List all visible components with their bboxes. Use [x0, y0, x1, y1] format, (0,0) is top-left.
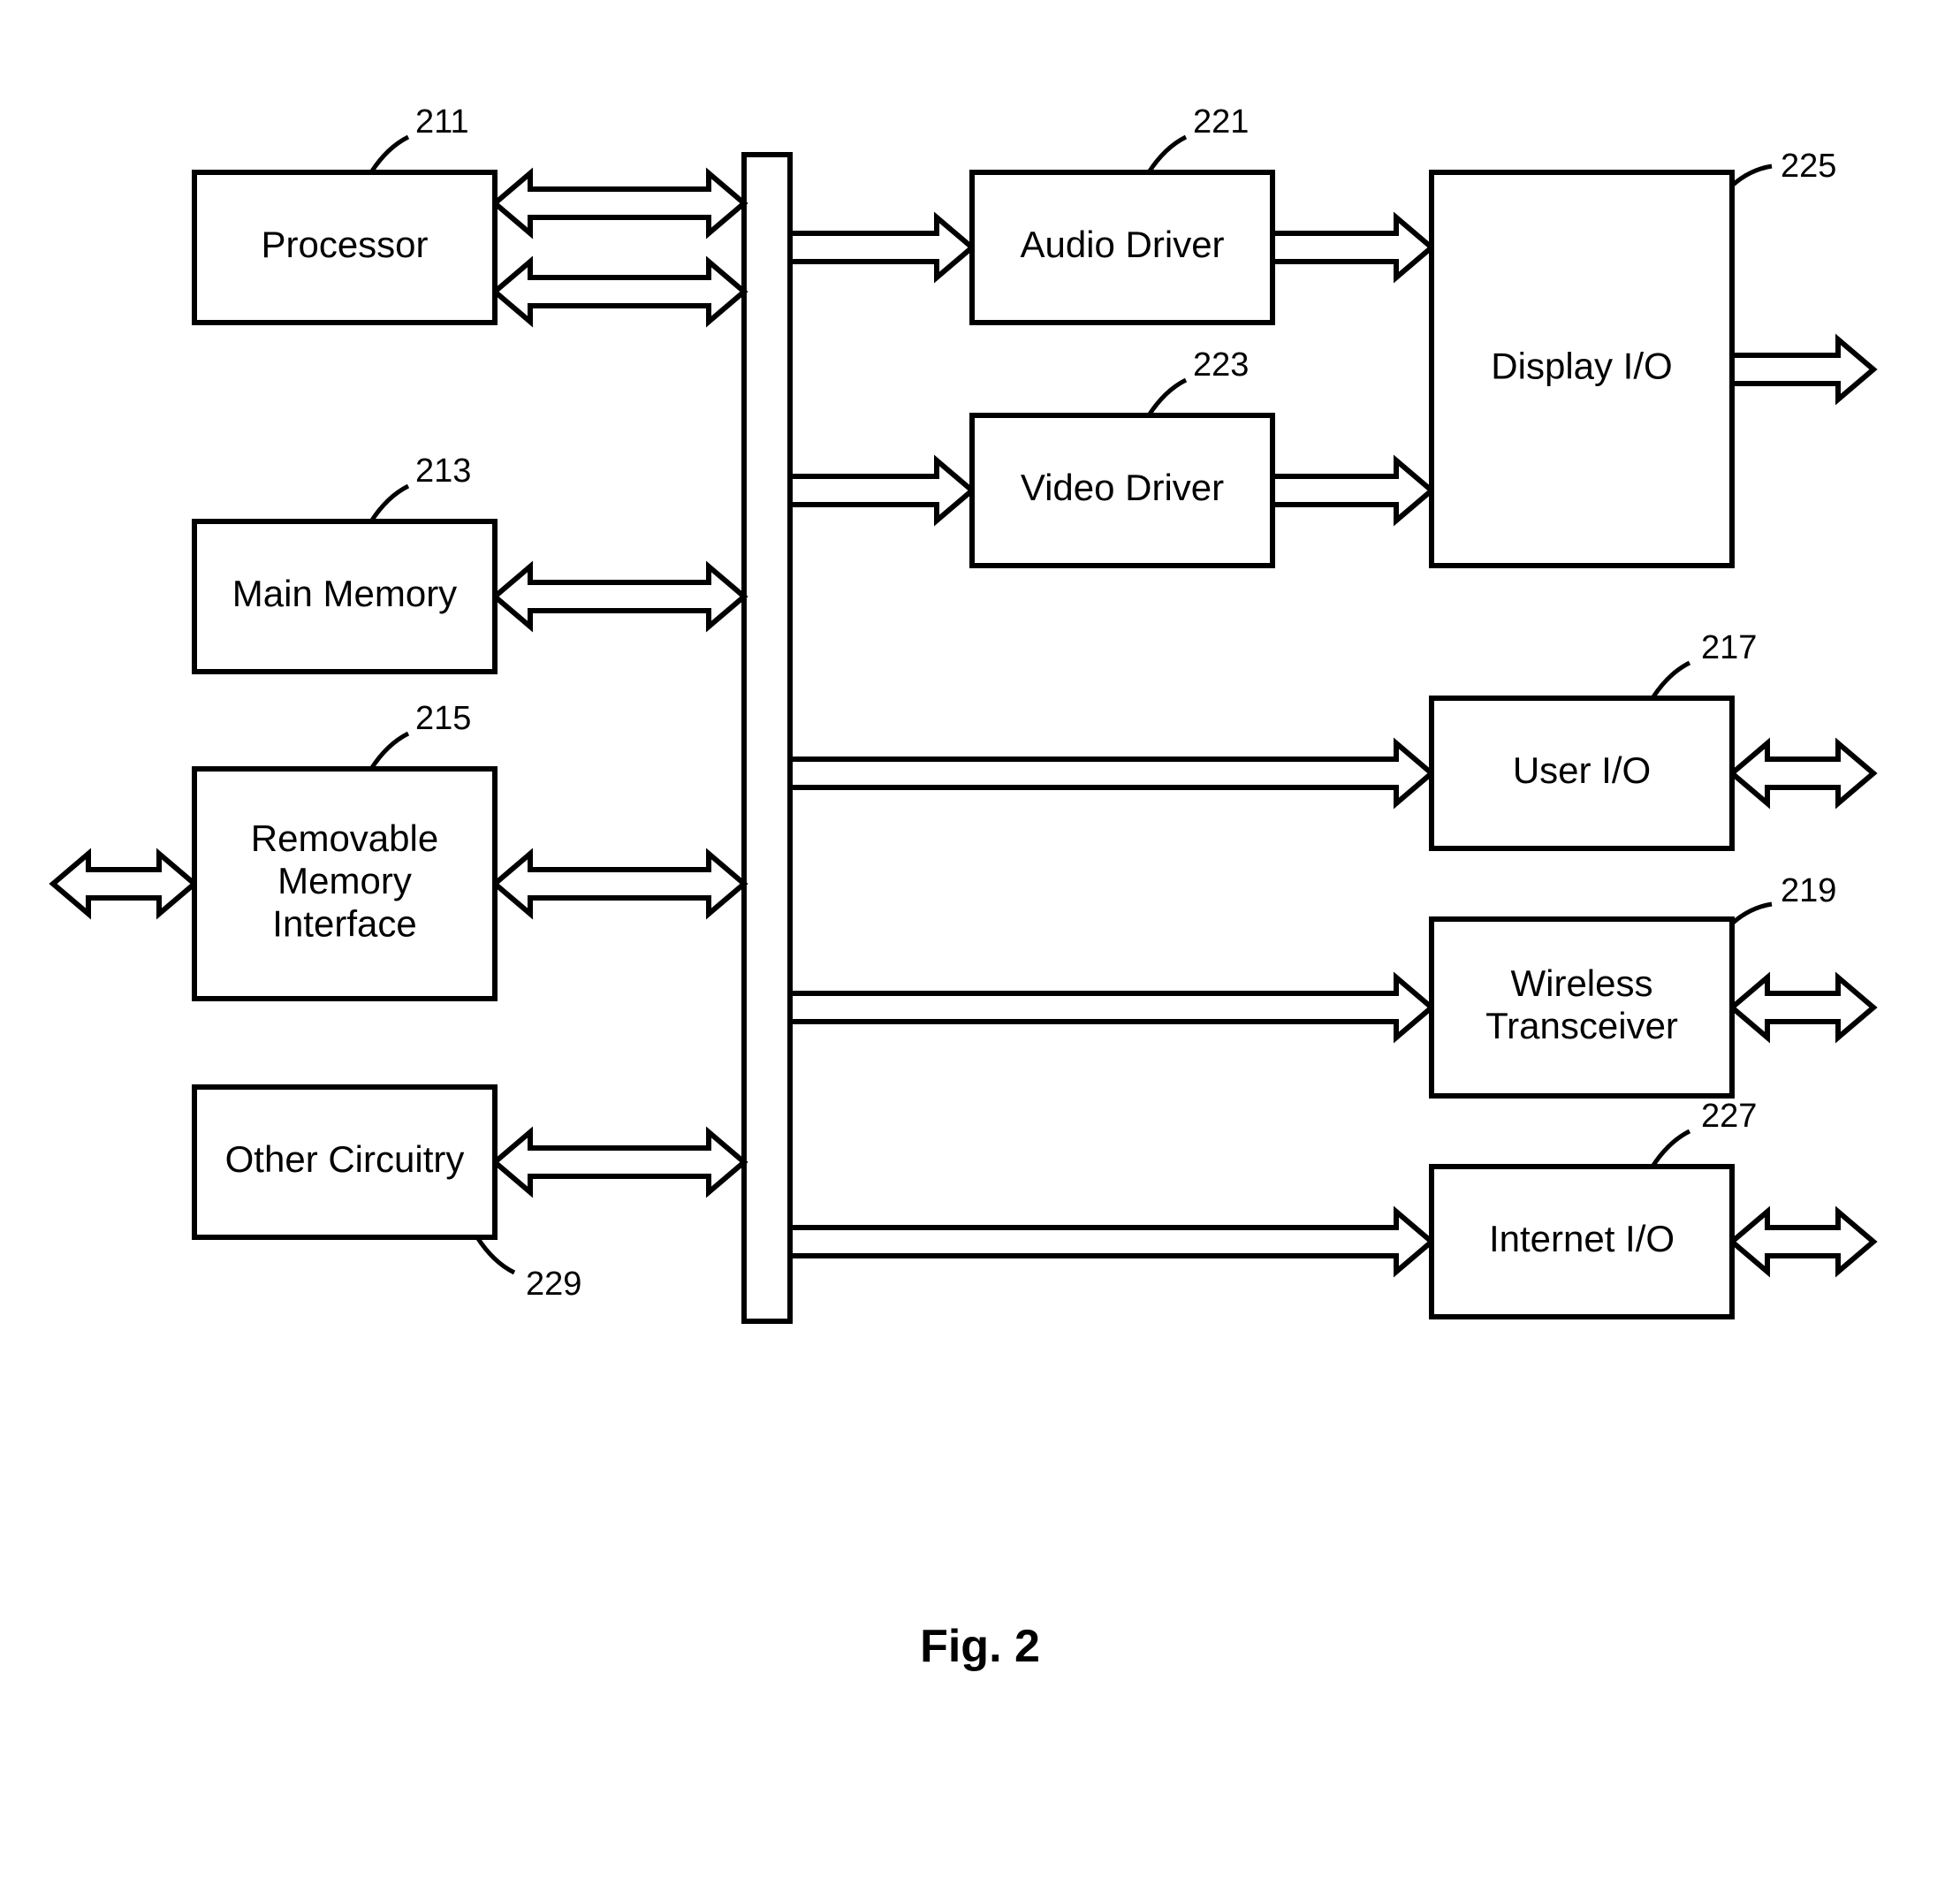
mainmem-bus [495, 566, 744, 627]
bus-userio [790, 743, 1432, 803]
wireless-ext [1732, 977, 1873, 1038]
rem_mem-ref: 215 [415, 700, 471, 737]
video-ref: 223 [1193, 346, 1249, 384]
ref-tick [1732, 166, 1772, 186]
processor-bus-top [495, 173, 744, 233]
internet-ext [1732, 1212, 1873, 1272]
ref-tick [371, 486, 408, 521]
audio-ref: 221 [1193, 103, 1249, 141]
internet-ref: 227 [1701, 1098, 1757, 1135]
rem_mem-label: Interface [272, 902, 416, 944]
wireless-ref: 219 [1781, 872, 1836, 909]
ref-tick [1149, 380, 1186, 415]
display-label: Display I/O [1491, 346, 1672, 387]
other-label: Other Circuitry [225, 1138, 465, 1180]
ref-tick [371, 734, 408, 769]
figure-label: Fig. 2 [920, 1621, 1040, 1672]
system-bus [744, 155, 790, 1321]
rem_mem-label: Memory [277, 860, 412, 901]
audio-label: Audio Driver [1020, 224, 1224, 265]
wireless-label: Transceiver [1485, 1005, 1678, 1046]
ref-tick [1652, 1131, 1690, 1167]
remmem-ext [53, 854, 194, 914]
main_memory-ref: 213 [415, 452, 471, 490]
processor-ref: 211 [415, 103, 469, 141]
block-diagram: Processor 211 Main Memory 213 RemovableMemor… [0, 0, 1960, 1878]
ref-tick [1149, 137, 1186, 172]
display-out [1732, 339, 1873, 399]
bus-wireless [790, 977, 1432, 1038]
processor-label: Processor [261, 224, 428, 265]
ref-tick [1732, 904, 1772, 924]
user_io-label: User I/O [1513, 749, 1651, 791]
userio-ext [1732, 743, 1873, 803]
ref-tick [371, 137, 408, 172]
wireless-label: Wireless [1510, 962, 1652, 1004]
remmem-bus [495, 854, 744, 914]
processor-bus-bottom [495, 262, 744, 322]
bus-audio [790, 217, 972, 278]
other-ref: 229 [526, 1266, 581, 1303]
ref-tick [477, 1237, 514, 1273]
bus-internet [790, 1212, 1432, 1272]
main_memory-label: Main Memory [232, 573, 457, 614]
video-label: Video Driver [1021, 467, 1224, 508]
other-bus [495, 1132, 744, 1192]
ref-tick [1652, 663, 1690, 698]
rem_mem-label: Removable [251, 817, 438, 859]
audio-display [1272, 217, 1432, 278]
user_io-ref: 217 [1701, 629, 1757, 666]
internet-label: Internet I/O [1489, 1218, 1675, 1259]
bus-video [790, 460, 972, 521]
video-display [1272, 460, 1432, 521]
display-ref: 225 [1781, 148, 1836, 185]
